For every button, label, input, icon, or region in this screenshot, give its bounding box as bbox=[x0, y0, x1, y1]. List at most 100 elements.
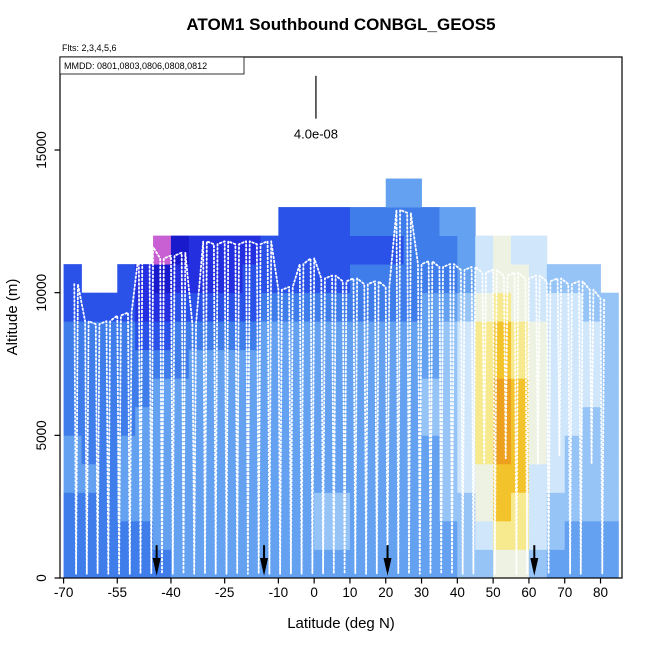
heatmap-cell bbox=[582, 264, 601, 294]
heatmap-cell bbox=[63, 463, 82, 493]
heatmap-cell bbox=[314, 292, 333, 322]
heatmap-cell bbox=[439, 207, 458, 237]
heatmap-cell bbox=[457, 207, 476, 237]
heatmap-cell bbox=[367, 207, 387, 237]
heatmap-cell bbox=[511, 235, 530, 265]
heatmap-cell bbox=[564, 264, 584, 294]
heatmap-cell bbox=[493, 549, 512, 579]
heatmap-cell bbox=[600, 520, 619, 550]
heatmap-cell bbox=[63, 406, 82, 436]
x-tick-label: -70 bbox=[54, 585, 74, 600]
heatmap-cell bbox=[99, 378, 118, 408]
heatmap-cell bbox=[117, 264, 136, 294]
heatmap-cell bbox=[153, 435, 172, 465]
heatmap-cell bbox=[403, 264, 422, 294]
x-tick-label: 70 bbox=[557, 585, 572, 600]
heatmap-cell bbox=[63, 520, 82, 550]
heatmap-cell bbox=[63, 349, 82, 379]
heatmap-cell bbox=[170, 549, 190, 579]
heatmap-cell bbox=[188, 264, 208, 294]
heatmap-cell bbox=[260, 292, 279, 322]
heatmap-cell bbox=[117, 549, 136, 579]
heatmap-cell bbox=[385, 178, 405, 208]
heatmap-cell bbox=[582, 492, 601, 522]
heatmap-cell bbox=[457, 235, 476, 265]
heatmap-cell bbox=[385, 264, 405, 294]
heatmap-cell bbox=[367, 378, 387, 408]
heatmap-cell bbox=[206, 349, 226, 379]
heatmap-cell bbox=[457, 292, 476, 322]
heatmap-cell bbox=[296, 235, 315, 265]
heatmap-cell bbox=[475, 520, 494, 550]
heatmap-cell bbox=[385, 549, 405, 579]
heatmap-cell bbox=[206, 264, 226, 294]
heatmap-cell bbox=[242, 264, 261, 294]
heatmap-cell bbox=[546, 435, 566, 465]
heatmap-cell bbox=[421, 321, 440, 351]
heatmap-cell bbox=[385, 235, 405, 265]
heatmap-cell bbox=[421, 235, 440, 265]
heatmap-cell bbox=[528, 264, 548, 294]
heatmap-cell bbox=[260, 235, 279, 265]
heatmap-cell bbox=[493, 492, 512, 522]
heatmap-cell bbox=[385, 520, 405, 550]
heatmap-cell bbox=[224, 549, 243, 579]
heatmap-cell bbox=[296, 207, 315, 237]
heatmap-cell bbox=[332, 207, 351, 237]
heatmap-cell bbox=[546, 463, 566, 493]
heatmap-cell bbox=[367, 321, 387, 351]
x-tick-label: -40 bbox=[161, 585, 181, 600]
y-tick-label: 10000 bbox=[34, 274, 49, 312]
heatmap-cell bbox=[367, 292, 387, 322]
heatmap-cell bbox=[439, 549, 458, 579]
x-tick-label: -55 bbox=[108, 585, 128, 600]
heatmap-cell bbox=[206, 292, 226, 322]
heatmap-cell bbox=[63, 378, 82, 408]
y-tick-label: 0 bbox=[34, 574, 49, 582]
heatmap-cell bbox=[600, 406, 619, 436]
heatmap-cell bbox=[314, 235, 333, 265]
heatmap-cell bbox=[314, 321, 333, 351]
x-tick-label: 10 bbox=[342, 585, 357, 600]
heatmap-cell bbox=[493, 235, 512, 265]
heatmap-cell bbox=[421, 264, 440, 294]
heatmap-cell bbox=[260, 321, 279, 351]
x-tick-label: 0 bbox=[310, 585, 318, 600]
heatmap-layer bbox=[63, 178, 619, 579]
heatmap-cell bbox=[63, 292, 82, 322]
heatmap-cell bbox=[475, 292, 494, 322]
heatmap-cell bbox=[260, 349, 279, 379]
heatmap-cell bbox=[63, 435, 82, 465]
heatmap-cell bbox=[206, 321, 226, 351]
y-axis-title: Altitude (m) bbox=[4, 279, 21, 356]
heatmap-cell bbox=[314, 349, 333, 379]
x-tick-label: -25 bbox=[215, 585, 235, 600]
heatmap-cell bbox=[367, 349, 387, 379]
heatmap-cell bbox=[421, 349, 440, 379]
scale-bar-layer: 4.0e-08 bbox=[294, 75, 338, 142]
plot-title: ATOM1 Southbound CONBGL_GEOS5 bbox=[186, 15, 495, 34]
flights-note: Flts: 2,3,4,5,6 bbox=[62, 43, 117, 53]
x-tick-label: 80 bbox=[593, 585, 608, 600]
heatmap-cell bbox=[153, 321, 172, 351]
heatmap-cell bbox=[475, 463, 494, 493]
heatmap-cell bbox=[153, 406, 172, 436]
heatmap-cell bbox=[367, 406, 387, 436]
heatmap-cell bbox=[135, 264, 154, 294]
heatmap-cell bbox=[349, 292, 369, 322]
heatmap-cell bbox=[332, 549, 351, 579]
x-tick-label: 50 bbox=[486, 585, 501, 600]
heatmap-cell bbox=[349, 207, 369, 237]
heatmap-cell bbox=[403, 235, 422, 265]
heatmap-cell bbox=[99, 321, 118, 351]
heatmap-cell bbox=[63, 549, 82, 579]
heatmap-cell bbox=[63, 492, 82, 522]
heatmap-cell bbox=[99, 349, 118, 379]
heatmap-cell bbox=[600, 492, 619, 522]
y-tick-label: 15000 bbox=[34, 131, 49, 169]
heatmap-cell bbox=[546, 520, 566, 550]
heatmap-cell bbox=[421, 378, 440, 408]
x-axis-title: Latitude (deg N) bbox=[287, 615, 395, 632]
